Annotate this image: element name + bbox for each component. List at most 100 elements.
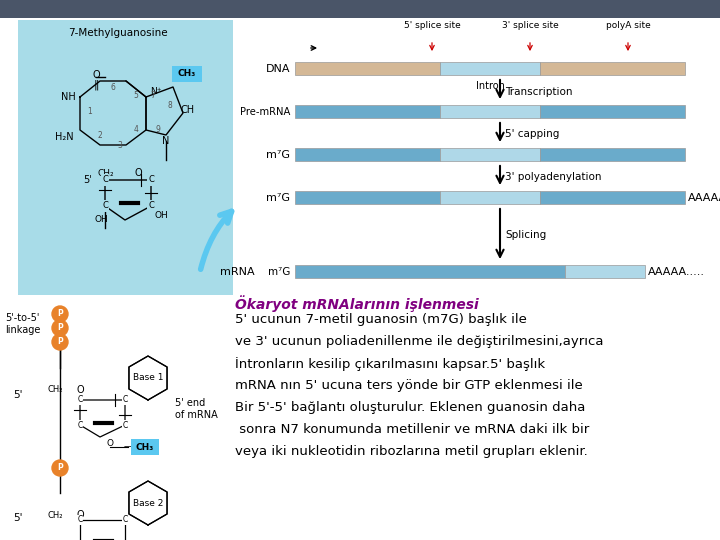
Bar xyxy=(295,62,440,75)
Text: P: P xyxy=(57,463,63,472)
Text: veya iki nukleotidin ribozlarına metil grupları eklenir.: veya iki nukleotidin ribozlarına metil g… xyxy=(235,445,588,458)
Text: 4: 4 xyxy=(134,125,138,134)
Text: O: O xyxy=(134,168,142,178)
Bar xyxy=(295,105,440,118)
Text: mRNA: mRNA xyxy=(220,267,255,277)
Text: O: O xyxy=(107,438,114,448)
Text: İntronların kesilip çıkarılmasını kapsar.5' başlık: İntronların kesilip çıkarılmasını kapsar… xyxy=(235,357,545,371)
Text: 1: 1 xyxy=(88,106,92,116)
Text: CH₃: CH₃ xyxy=(136,442,154,451)
Text: 3' splice site: 3' splice site xyxy=(502,21,559,30)
Text: ‖: ‖ xyxy=(94,79,99,90)
Text: CH₂: CH₂ xyxy=(48,386,63,395)
Bar xyxy=(440,148,540,161)
Text: Transcription: Transcription xyxy=(505,87,572,97)
Text: C: C xyxy=(102,201,108,211)
Text: Base 2: Base 2 xyxy=(132,498,163,508)
Text: CH: CH xyxy=(181,105,195,115)
Circle shape xyxy=(52,306,68,322)
Text: 5'-to-5': 5'-to-5' xyxy=(5,313,40,323)
Text: polyA site: polyA site xyxy=(606,21,650,30)
Text: AAAAA.....: AAAAA..... xyxy=(648,267,705,277)
Text: CH₂: CH₂ xyxy=(98,168,114,178)
Text: CH₂: CH₂ xyxy=(48,510,63,519)
Text: 7: 7 xyxy=(150,91,156,99)
Bar xyxy=(18,20,233,295)
Text: OH: OH xyxy=(94,215,108,225)
Text: CH₃: CH₃ xyxy=(178,70,196,78)
Circle shape xyxy=(52,334,68,350)
Polygon shape xyxy=(129,481,167,525)
Text: C: C xyxy=(122,395,127,404)
Text: Ökaryot mRNAlarının işlenmesi: Ökaryot mRNAlarının işlenmesi xyxy=(235,295,479,312)
Bar xyxy=(440,62,540,75)
Text: sonra N7 konumunda metillenir ve mRNA daki ilk bir: sonra N7 konumunda metillenir ve mRNA da… xyxy=(235,423,589,436)
Text: Splicing: Splicing xyxy=(505,230,546,240)
Text: 5' end: 5' end xyxy=(175,398,205,408)
Text: O: O xyxy=(76,385,84,395)
Circle shape xyxy=(52,320,68,336)
Text: 5': 5' xyxy=(13,390,23,400)
Bar xyxy=(295,265,565,278)
Text: 2: 2 xyxy=(98,131,102,139)
Text: m⁷G: m⁷G xyxy=(266,150,290,160)
Text: Base 1: Base 1 xyxy=(132,374,163,382)
Text: m⁷G: m⁷G xyxy=(268,267,290,277)
Bar xyxy=(540,148,685,161)
Text: H₂N: H₂N xyxy=(55,132,74,142)
Text: N: N xyxy=(162,136,170,146)
Text: ve 3' ucunun poliadenillenme ile değiştirilmesini,ayrıca: ve 3' ucunun poliadenillenme ile değişti… xyxy=(235,335,603,348)
Text: Pre-mRNA: Pre-mRNA xyxy=(240,107,290,117)
Text: 9: 9 xyxy=(156,125,161,134)
Text: O: O xyxy=(92,70,100,80)
Text: 3' polyadenylation: 3' polyadenylation xyxy=(505,172,601,182)
FancyBboxPatch shape xyxy=(172,66,202,82)
Text: C: C xyxy=(122,421,127,429)
Bar xyxy=(295,148,440,161)
Text: P: P xyxy=(57,323,63,333)
Bar xyxy=(440,105,540,118)
Bar xyxy=(440,191,540,204)
Bar xyxy=(565,265,645,278)
Text: 7-Methylguanosine: 7-Methylguanosine xyxy=(68,28,168,38)
Text: linkage: linkage xyxy=(5,325,40,335)
Text: —: — xyxy=(124,442,132,451)
Text: 8: 8 xyxy=(168,100,172,110)
Text: AAAAA....: AAAAA.... xyxy=(688,193,720,203)
Bar xyxy=(295,191,440,204)
Text: mRNA nın 5' ucuna ters yönde bir GTP eklenmesi ile: mRNA nın 5' ucuna ters yönde bir GTP ekl… xyxy=(235,379,582,392)
Text: O: O xyxy=(76,510,84,520)
Text: P: P xyxy=(57,338,63,347)
Text: 5' capping: 5' capping xyxy=(505,129,559,139)
Text: DNA: DNA xyxy=(266,64,290,74)
Text: P: P xyxy=(57,309,63,319)
Text: N⁺: N⁺ xyxy=(150,86,161,96)
Text: C: C xyxy=(148,176,154,185)
Text: m⁷G: m⁷G xyxy=(266,193,290,203)
Text: C: C xyxy=(77,516,83,524)
Text: NH: NH xyxy=(61,92,76,102)
Polygon shape xyxy=(129,356,167,400)
Bar xyxy=(540,105,685,118)
Bar xyxy=(540,191,685,204)
Text: C: C xyxy=(148,201,154,211)
Text: C: C xyxy=(102,176,108,185)
Text: 3: 3 xyxy=(117,140,122,150)
Text: 5': 5' xyxy=(13,513,23,523)
Text: OH: OH xyxy=(154,212,168,220)
Text: Bir 5'-5' bağlantı oluşturulur. Eklenen guanosin daha: Bir 5'-5' bağlantı oluşturulur. Eklenen … xyxy=(235,401,585,414)
Text: 5': 5' xyxy=(84,175,92,185)
Text: of mRNA: of mRNA xyxy=(175,410,217,420)
Text: 5' ucunun 7-metil guanosin (m7G) başlık ile: 5' ucunun 7-metil guanosin (m7G) başlık … xyxy=(235,313,527,326)
Text: 6: 6 xyxy=(111,83,115,91)
Text: C: C xyxy=(122,516,127,524)
Bar xyxy=(0,0,720,18)
FancyBboxPatch shape xyxy=(131,439,159,455)
Circle shape xyxy=(52,460,68,476)
Bar xyxy=(540,62,685,75)
Text: C: C xyxy=(77,421,83,429)
Text: C: C xyxy=(77,395,83,404)
Text: Intron: Intron xyxy=(476,81,505,91)
Text: 5' splice site: 5' splice site xyxy=(404,21,460,30)
Text: 5: 5 xyxy=(134,91,138,99)
